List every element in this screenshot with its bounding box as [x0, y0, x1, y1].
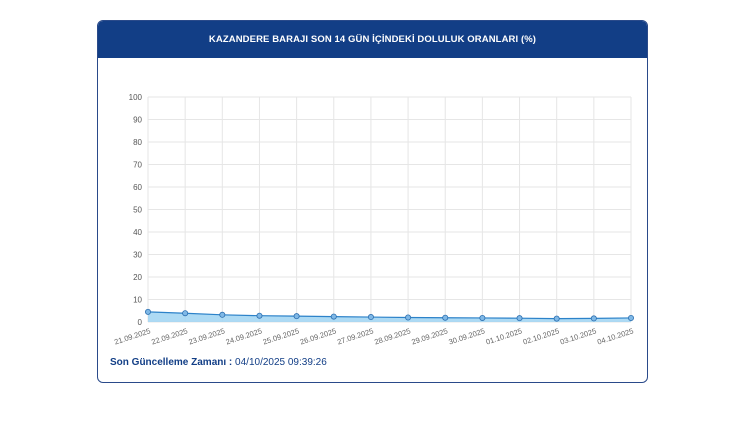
area-fill [148, 311, 631, 322]
data-point [628, 314, 635, 321]
data-point [367, 314, 374, 321]
data-point [442, 314, 449, 321]
x-tick-label: 02.10.2025 [522, 326, 560, 346]
y-tick-label: 100 [129, 93, 143, 102]
y-tick-label: 0 [138, 318, 143, 327]
data-point [293, 313, 300, 320]
x-tick-label: 27.09.2025 [336, 326, 374, 346]
area-chart: 0 10 20 30 40 50 60 70 80 90 100 21.09.202522.09.20… [113, 93, 635, 347]
y-tick-label: 50 [133, 206, 142, 215]
y-tick-label: 90 [133, 116, 142, 125]
last-update-label: Son Güncelleme Zamanı : [110, 357, 233, 368]
y-tick-label: 40 [133, 228, 142, 237]
x-tick-label: 23.09.2025 [187, 326, 225, 346]
chart-area: 0 10 20 30 40 50 60 70 80 90 100 21.09.2025 22.09.20… [98, 58, 647, 348]
data-point [516, 315, 523, 322]
data-point [553, 315, 560, 322]
chart-card: KAZANDERE BARAJI SON 14 GÜN İÇİNDEKİ DOL… [97, 20, 648, 383]
last-update: Son Güncelleme Zamanı : 04/10/2025 09:39… [110, 357, 327, 368]
data-point [405, 314, 412, 321]
y-tick-label: 60 [133, 183, 142, 192]
x-tick-label: 30.09.2025 [448, 326, 486, 346]
data-point [182, 310, 189, 317]
y-tick-label: 10 [133, 296, 142, 305]
x-tick-label: 25.09.2025 [262, 326, 300, 346]
x-tick-label: 21.09.2025 [113, 326, 151, 346]
x-tick-label: 26.09.2025 [299, 326, 337, 346]
chart-title: KAZANDERE BARAJI SON 14 GÜN İÇİNDEKİ DOL… [98, 21, 647, 58]
x-tick-label: 04.10.2025 [596, 326, 634, 346]
y-tick-label: 30 [133, 251, 142, 260]
x-tick-label: 28.09.2025 [373, 326, 411, 346]
data-point [145, 308, 152, 315]
data-point [590, 315, 597, 322]
x-tick-label: 03.10.2025 [559, 326, 597, 346]
y-tick-label: 20 [133, 273, 142, 282]
x-tick-label: 29.09.2025 [410, 326, 448, 346]
y-tick-label: 80 [133, 138, 142, 147]
last-update-value: 04/10/2025 09:39:26 [235, 357, 327, 368]
data-point [479, 314, 486, 321]
x-tick-label: 22.09.2025 [150, 326, 188, 346]
data-point [219, 311, 226, 318]
x-tick-label: 24.09.2025 [225, 326, 263, 346]
y-tick-label: 70 [133, 161, 142, 170]
data-point [330, 313, 337, 320]
data-point [256, 312, 263, 319]
series-line [147, 311, 632, 320]
x-tick-label: 01.10.2025 [485, 326, 523, 346]
